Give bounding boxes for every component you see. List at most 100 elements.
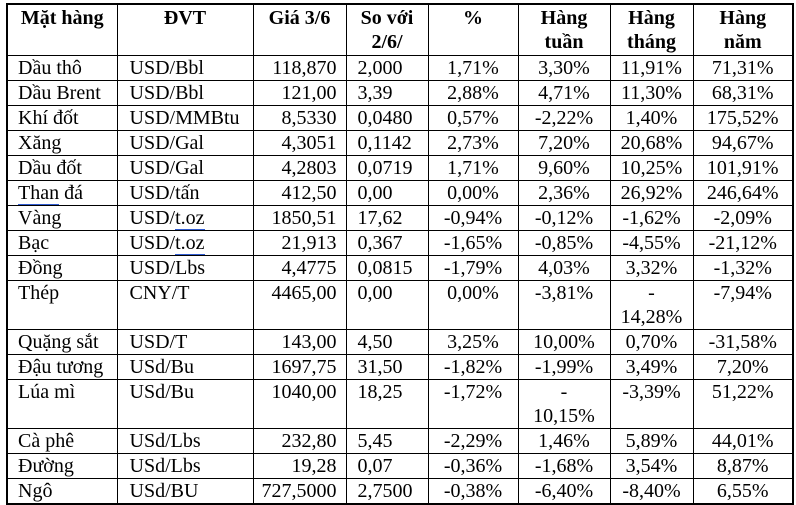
cell-yearly: 101,91% [692, 155, 794, 181]
cell-monthly: 1,40% [609, 105, 694, 131]
cell-unit: CNY/T [116, 279, 254, 331]
table-header: Mặt hàng ĐVT Giá 3/6 So với 2/6/% Hàng tuần H… [6, 3, 794, 56]
cell-unit: USd/BU [116, 478, 254, 505]
cell-weekly: 4,71% [517, 80, 611, 106]
table-row: Quặng sắt USD/T 143,00 4,50 3,25% 10,00% 0,70%… [6, 329, 794, 356]
cell-pct: -2,29% [427, 428, 519, 455]
cell-yearly: 51,22% [692, 379, 794, 430]
column-header-yearly: Hàng năm [692, 3, 794, 56]
cell-weekly: -0,85% [517, 230, 611, 256]
cell-change: 0,00 [345, 180, 429, 206]
cell-monthly: 20,68% [609, 130, 694, 156]
cell-yearly: 8,87% [692, 453, 794, 480]
cell-unit: USD/t.oz [116, 205, 254, 231]
cell-monthly: - 14,28% [609, 279, 694, 331]
cell-monthly: -4,55% [609, 230, 694, 256]
table-row: Thép CNY/T 4465,00 0,00 0,00% -3,81% - 14,28% -… [6, 279, 794, 331]
cell-change: 0,0719 [345, 155, 429, 181]
cell-monthly: 3,54% [609, 453, 694, 480]
cell-monthly: 0,70% [609, 329, 694, 356]
cell-yearly: -1,32% [692, 255, 794, 281]
commodity-price-table: Mặt hàng ĐVT Giá 3/6 So với 2/6/% Hàng tuần H… [6, 3, 794, 505]
cell-yearly: 175,52% [692, 105, 794, 131]
cell-price: 19,28 [252, 453, 347, 480]
cell-unit: USd/Lbs [116, 428, 254, 455]
cell-yearly: -21,12% [692, 230, 794, 256]
cell-weekly: 1,46% [517, 428, 611, 455]
cell-weekly: 7,20% [517, 130, 611, 156]
cell-unit: USD/t.oz [116, 230, 254, 256]
cell-item: Dầu Brent [6, 80, 118, 106]
cell-item: Cà phê [6, 428, 118, 455]
cell-weekly: 9,60% [517, 155, 611, 181]
cell-price: 232,80 [252, 428, 347, 455]
cell-change: 0,1142 [345, 130, 429, 156]
cell-weekly: 2,36% [517, 180, 611, 206]
cell-pct: 0,00% [427, 180, 519, 206]
cell-pct: -0,94% [427, 205, 519, 231]
cell-item: Vàng [6, 205, 118, 231]
cell-item: Xăng [6, 130, 118, 156]
misspelling-underline: t.oz [175, 232, 205, 255]
cell-weekly: 4,03% [517, 255, 611, 281]
cell-change: 4,50 [345, 329, 429, 356]
cell-price: 1040,00 [252, 379, 347, 430]
cell-weekly: -1,99% [517, 354, 611, 381]
cell-unit: USd/Bu [116, 379, 254, 430]
cell-yearly: 246,64% [692, 180, 794, 206]
cell-item: Ngô [6, 478, 118, 505]
cell-item: Dầu đốt [6, 155, 118, 181]
cell-item: Than đá [6, 180, 118, 206]
column-header-change: So với 2/6/ [345, 3, 429, 56]
cell-pct: -1,79% [427, 255, 519, 281]
cell-yearly: -7,94% [692, 279, 794, 331]
cell-pct: -0,38% [427, 478, 519, 505]
cell-yearly: 44,01% [692, 428, 794, 455]
cell-pct: -0,36% [427, 453, 519, 480]
table-row: Dầu đốt USD/Gal 4,2803 0,0719 1,71% 9,60% 10,2… [6, 155, 794, 181]
cell-weekly: -0,12% [517, 205, 611, 231]
cell-weekly: 3,30% [517, 55, 611, 81]
cell-price: 1850,51 [252, 205, 347, 231]
cell-pct: 0,00% [427, 279, 519, 331]
cell-item: Khí đốt [6, 105, 118, 131]
cell-price: 4,3051 [252, 130, 347, 156]
misspelling-underline: Than [18, 182, 60, 205]
column-header-pct: % [427, 3, 519, 56]
cell-monthly: 11,30% [609, 80, 694, 106]
cell-monthly: 3,32% [609, 255, 694, 281]
table-row: Dầu Brent USD/Bbl 121,00 3,39 2,88% 4,71% 11,3… [6, 80, 794, 106]
cell-weekly: -2,22% [517, 105, 611, 131]
cell-unit: USD/Bbl [116, 80, 254, 106]
table-row: Dầu thô USD/Bbl 118,870 2,000 1,71% 3,30% 11,9… [6, 55, 794, 81]
cell-monthly: 3,49% [609, 354, 694, 381]
cell-pct: 0,57% [427, 105, 519, 131]
table-row: Đồng USD/Lbs 4,4775 0,0815 -1,79% 4,03% 3,32% -… [6, 255, 794, 281]
cell-yearly: -2,09% [692, 205, 794, 231]
cell-item: Dầu thô [6, 55, 118, 81]
cell-monthly: 26,92% [609, 180, 694, 206]
cell-change: 17,62 [345, 205, 429, 231]
table-row: Đậu tương USd/Bu 1697,75 31,50 -1,82% -1,99% 3… [6, 354, 794, 381]
cell-monthly: -3,39% [609, 379, 694, 430]
cell-weekly: -1,68% [517, 453, 611, 480]
table-row: Lúa mì USd/Bu 1040,00 18,25 -1,72% - 10,15% -3… [6, 379, 794, 430]
cell-item: Đậu tương [6, 354, 118, 381]
cell-unit: USd/Bu [116, 354, 254, 381]
cell-monthly: 11,91% [609, 55, 694, 81]
column-header-monthly: Hàng tháng [609, 3, 694, 56]
cell-change: 0,0480 [345, 105, 429, 131]
cell-change: 18,25 [345, 379, 429, 430]
cell-change: 0,00 [345, 279, 429, 331]
cell-change: 0,07 [345, 453, 429, 480]
table-row: Xăng USD/Gal 4,3051 0,1142 2,73% 7,20% 20,68% 9… [6, 130, 794, 156]
table-row: Ngô USd/BU 727,5000 2,7500 -0,38% -6,40% -8,40… [6, 478, 794, 505]
cell-price: 412,50 [252, 180, 347, 206]
cell-unit: USD/Gal [116, 155, 254, 181]
cell-monthly: 10,25% [609, 155, 694, 181]
column-header-item: Mặt hàng [6, 3, 118, 56]
column-header-weekly: Hàng tuần [517, 3, 611, 56]
column-header-unit: ĐVT [116, 3, 254, 56]
cell-yearly: 94,67% [692, 130, 794, 156]
cell-price: 143,00 [252, 329, 347, 356]
